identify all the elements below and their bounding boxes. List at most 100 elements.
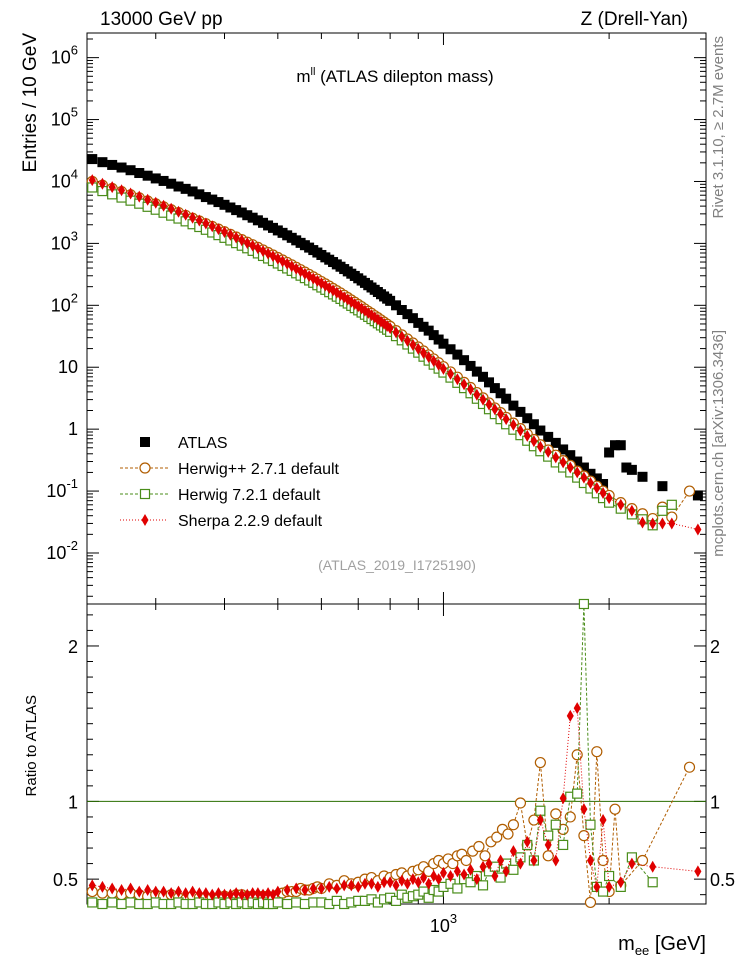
ratio-point-sherpa bbox=[189, 885, 197, 898]
main-point-atlas bbox=[252, 215, 263, 226]
ratio-point-herwig7 bbox=[116, 898, 127, 910]
ratio-point-sherpa bbox=[435, 873, 443, 886]
ratio-point-sherpa bbox=[135, 885, 143, 898]
ratio-point-sherpa bbox=[694, 865, 702, 878]
ratio-y-tick-label-left: 0.5 bbox=[53, 870, 78, 890]
main-point-atlas bbox=[637, 471, 648, 482]
main-point-sherpa bbox=[523, 429, 531, 442]
main-point-sherpa bbox=[453, 373, 461, 386]
ratio-line-herwig7 bbox=[92, 603, 654, 905]
ratio-point-sherpa bbox=[649, 860, 657, 873]
ratio-point-sherpa bbox=[182, 887, 190, 900]
main-point-atlas bbox=[610, 440, 621, 451]
main-point-sherpa bbox=[509, 418, 517, 431]
tick-label-base: 1 bbox=[68, 419, 78, 439]
main-point-atlas bbox=[418, 321, 429, 332]
ratio-ylabel: Ratio to ATLAS bbox=[23, 695, 40, 796]
ratio-point-herwigpp bbox=[542, 850, 554, 862]
ratio-point-herwig7 bbox=[452, 883, 463, 894]
main-point-atlas bbox=[495, 388, 506, 399]
main-point-atlas bbox=[478, 371, 489, 382]
main-point-atlas bbox=[626, 464, 637, 475]
main-point-sherpa bbox=[195, 214, 203, 227]
legend-label-herwigpp: Herwig++ 2.7.1 default bbox=[178, 461, 340, 478]
ratio-point-sherpa bbox=[374, 880, 382, 893]
ratio-point-herwig7 bbox=[572, 788, 583, 799]
main-point-sherpa bbox=[249, 239, 257, 252]
main-point-sherpa bbox=[189, 211, 197, 224]
ratio-point-sherpa bbox=[420, 871, 428, 884]
main-series-atlas bbox=[87, 154, 703, 501]
main-point-atlas bbox=[413, 317, 424, 328]
ratio-point-herwig7 bbox=[134, 898, 145, 910]
ratio-point-sherpa bbox=[98, 880, 106, 893]
main-point-atlas bbox=[572, 456, 583, 467]
ratio-point-sherpa bbox=[414, 876, 422, 889]
ratio-point-herwigpp bbox=[571, 749, 583, 761]
ratio-point-sherpa bbox=[127, 882, 135, 895]
ratio-point-herwig7 bbox=[291, 897, 302, 908]
ratio-point-herwigpp bbox=[502, 828, 514, 840]
main-point-atlas bbox=[621, 462, 632, 473]
main-series-sherpa bbox=[88, 174, 702, 536]
ratio-point-sherpa bbox=[447, 870, 455, 883]
main-point-atlas bbox=[231, 205, 242, 216]
ratio-point-sherpa bbox=[516, 857, 524, 870]
main-y-tick-label: 10 bbox=[58, 357, 78, 377]
main-point-sherpa bbox=[694, 523, 702, 536]
main-point-atlas bbox=[391, 300, 402, 311]
ratio-point-herwig7 bbox=[97, 898, 108, 910]
ratio-point-sherpa bbox=[485, 857, 493, 870]
main-point-atlas bbox=[528, 419, 539, 430]
ratio-point-sherpa bbox=[460, 868, 468, 881]
ratio-point-sherpa bbox=[243, 888, 251, 901]
ratio-point-herwig7 bbox=[272, 897, 283, 908]
main-y-tick-label: 104 bbox=[51, 166, 78, 191]
main-y-tick-label: 10-1 bbox=[46, 476, 78, 501]
ratio-point-herwig7 bbox=[125, 897, 136, 908]
ratio-point-sherpa bbox=[392, 879, 400, 892]
ratio-point-sherpa bbox=[202, 887, 210, 900]
legend-label-atlas: ATLAS bbox=[178, 435, 228, 452]
tick-label-base: 10 bbox=[51, 110, 71, 130]
main-point-atlas bbox=[225, 202, 236, 213]
ratio-point-sherpa bbox=[175, 885, 183, 898]
main-point-atlas bbox=[150, 173, 161, 184]
main-point-sherpa bbox=[214, 223, 222, 236]
main-point-sherpa bbox=[144, 193, 152, 206]
ratio-point-sherpa bbox=[88, 879, 96, 892]
ratio-point-sherpa bbox=[325, 880, 333, 893]
ratio-point-sherpa bbox=[536, 814, 544, 827]
ratio-point-sherpa bbox=[220, 888, 228, 901]
main-point-atlas bbox=[459, 355, 470, 366]
main-point-sherpa bbox=[202, 217, 210, 230]
main-point-sherpa bbox=[617, 498, 625, 511]
ratio-point-sherpa bbox=[309, 882, 317, 895]
ratio-point-sherpa bbox=[559, 792, 567, 805]
main-point-sherpa bbox=[435, 358, 443, 371]
main-point-atlas bbox=[213, 197, 224, 208]
ratio-point-herwig7 bbox=[418, 886, 429, 897]
ratio-point-sherpa bbox=[361, 877, 369, 890]
main-point-sherpa bbox=[586, 476, 594, 489]
ratio-point-herwig7 bbox=[390, 895, 402, 906]
ratio-point-herwigpp bbox=[584, 896, 597, 909]
ratio-point-herwigpp bbox=[507, 819, 520, 831]
ratio-point-herwig7 bbox=[87, 897, 98, 908]
ratio-point-sherpa bbox=[586, 854, 594, 867]
tick-label-exp: 3 bbox=[71, 228, 78, 243]
tick-label-base: 10 bbox=[51, 171, 71, 191]
ratio-point-herwigpp bbox=[591, 746, 603, 758]
main-point-atlas bbox=[97, 157, 108, 168]
ratio-point-sherpa bbox=[479, 860, 487, 873]
ratio-point-sherpa bbox=[593, 880, 601, 893]
main-point-atlas bbox=[522, 413, 533, 424]
ratio-point-sherpa bbox=[453, 865, 461, 878]
main-point-atlas bbox=[200, 192, 211, 203]
main-point-atlas bbox=[166, 178, 177, 189]
ratio-point-herwigpp bbox=[564, 811, 576, 823]
ratio-point-herwigpp bbox=[683, 761, 696, 773]
main-point-sherpa bbox=[182, 208, 190, 221]
main-point-sherpa bbox=[658, 517, 666, 530]
